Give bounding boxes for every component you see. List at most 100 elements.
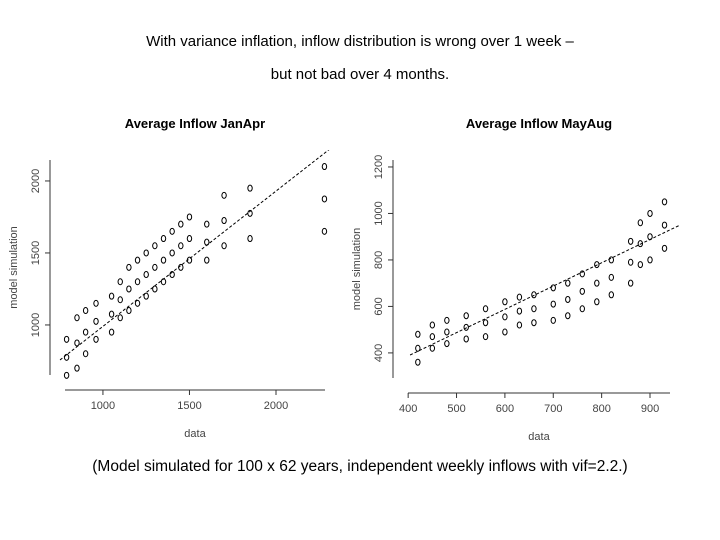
x-tick-label: 1000: [91, 400, 115, 412]
point: [637, 219, 644, 227]
point: [594, 279, 600, 287]
x-tick-label: 1500: [177, 400, 201, 412]
point: [321, 195, 328, 203]
point: [627, 237, 634, 245]
point: [178, 242, 184, 250]
point: [502, 328, 508, 336]
point: [463, 323, 469, 331]
point: [63, 371, 70, 379]
fit-line: [409, 224, 680, 356]
fit-line: [59, 150, 330, 361]
point: [516, 293, 523, 301]
point: [117, 278, 123, 286]
point: [429, 333, 436, 341]
point: [178, 263, 184, 271]
point: [531, 305, 537, 313]
point: [93, 299, 99, 307]
point: [186, 256, 193, 264]
y-tick-label: 1500: [30, 241, 42, 265]
point: [516, 307, 523, 315]
x-tick-label: 700: [544, 403, 562, 415]
point: [247, 209, 253, 217]
y-tick-label: 800: [373, 251, 385, 269]
y-axis-label: model simulation: [351, 228, 363, 311]
point: [74, 364, 80, 372]
point: [594, 261, 600, 269]
point: [134, 278, 141, 286]
point: [550, 284, 556, 292]
point: [134, 256, 141, 264]
point: [108, 292, 115, 300]
point: [152, 242, 158, 250]
point: [647, 209, 653, 217]
point: [482, 305, 489, 313]
point: [444, 328, 450, 336]
point: [143, 271, 149, 279]
x-tick-label: 500: [447, 403, 465, 415]
point: [531, 319, 537, 327]
x-tick-label: 2000: [264, 400, 288, 412]
point: [63, 335, 70, 343]
point: [74, 339, 80, 347]
point: [108, 310, 115, 318]
point: [415, 358, 421, 366]
point: [321, 163, 328, 171]
point: [321, 227, 328, 235]
x-axis-label: data: [184, 428, 206, 440]
y-tick-label: 600: [373, 297, 385, 315]
x-axis-label: data: [528, 431, 550, 443]
point: [550, 316, 556, 324]
point: [126, 285, 132, 293]
point: [82, 328, 89, 336]
point: [108, 328, 115, 336]
point: [143, 249, 149, 257]
point: [647, 256, 653, 264]
point: [661, 198, 668, 206]
point: [661, 244, 668, 252]
x-tick-label: 900: [641, 403, 659, 415]
y-tick-label: 1200: [373, 155, 385, 179]
y-tick-label: 400: [373, 344, 385, 362]
point: [444, 340, 450, 348]
y-tick-label: 1000: [373, 201, 385, 225]
point: [169, 227, 175, 235]
point: [160, 256, 167, 264]
chart-title: Average Inflow MayAug: [466, 116, 612, 131]
point: [482, 319, 489, 327]
point: [152, 285, 158, 293]
y-axis-label: model simulation: [8, 226, 20, 309]
y-tick-label: 2000: [30, 169, 42, 193]
point: [93, 335, 99, 343]
point: [429, 344, 436, 352]
point: [152, 263, 158, 271]
point: [627, 258, 634, 266]
point: [134, 299, 141, 307]
point: [608, 273, 615, 281]
point: [169, 271, 175, 279]
point: [550, 300, 556, 308]
slide-subtitle: but not bad over 4 months.: [270, 66, 450, 83]
y-tick-label: 1000: [30, 313, 42, 337]
point: [661, 221, 668, 229]
point: [82, 350, 89, 358]
point: [637, 240, 644, 248]
point: [117, 296, 123, 304]
point: [608, 291, 615, 299]
point: [221, 217, 227, 225]
point: [117, 314, 123, 322]
point: [160, 278, 167, 286]
point: [627, 279, 634, 287]
point: [204, 256, 210, 264]
point: [186, 213, 193, 221]
point: [178, 220, 184, 228]
point: [221, 242, 227, 250]
point: [502, 298, 508, 306]
x-tick-label: 400: [399, 403, 417, 415]
point: [444, 316, 450, 324]
point: [169, 249, 175, 257]
point: [143, 292, 149, 300]
point: [502, 313, 508, 321]
slide-title: With variance inflation, inflow distribu…: [146, 33, 574, 50]
point: [565, 295, 571, 303]
